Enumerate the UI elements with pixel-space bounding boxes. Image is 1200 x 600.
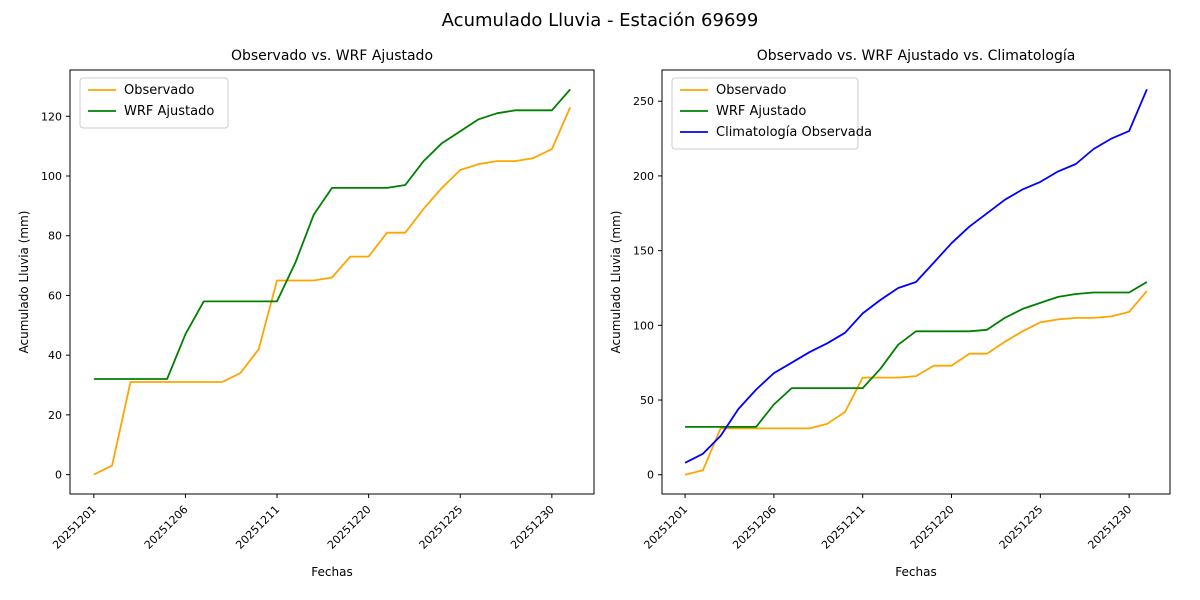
y-tick-label: 100 <box>41 170 62 183</box>
figure-suptitle: Acumulado Lluvia - Estación 69699 <box>441 10 759 31</box>
y-tick-label: 200 <box>633 170 654 183</box>
axes-frame <box>69 69 595 495</box>
y-tick-label: 120 <box>41 110 62 123</box>
y-tick-label: 80 <box>48 230 62 243</box>
x-tick-label: 20251206 <box>730 503 779 552</box>
x-axis-label: Fechas <box>311 565 352 579</box>
series-line-climatolog-a-observada <box>684 88 1148 464</box>
legend-label: Observado <box>124 83 195 98</box>
subplot-right: 0 50 100 150 200 250 20251201 20251206 20251211 2… <box>609 48 1171 579</box>
y-tick-label: 0 <box>647 469 654 482</box>
x-tick-label: 20251211 <box>233 503 282 552</box>
y-tick-label: 20 <box>48 409 62 422</box>
x-tick-label: 20251206 <box>142 503 191 552</box>
x-tick-label: 20251220 <box>908 503 957 552</box>
y-tick-label: 150 <box>633 245 654 258</box>
x-tick-label: 20251230 <box>1085 503 1134 552</box>
x-tick-label: 20251225 <box>417 503 466 552</box>
y-tick-label: 250 <box>633 95 654 108</box>
y-tick-label: 50 <box>640 394 654 407</box>
legend-box <box>671 77 859 150</box>
legend: Observado WRF Ajustado Climatología Observ… <box>671 77 872 150</box>
x-tick-label: 20251225 <box>997 503 1046 552</box>
legend-label: Observado <box>716 83 787 98</box>
y-tick-label: 100 <box>633 319 654 332</box>
subplot-title: Observado vs. WRF Ajustado <box>231 48 433 64</box>
y-axis-label: Acumulado Lluvia (mm) <box>17 211 31 354</box>
x-tick-label: 20251201 <box>641 503 690 552</box>
legend-label: WRF Ajustado <box>124 104 214 119</box>
x-tick-label: 20251211 <box>819 503 868 552</box>
y-tick-label: 40 <box>48 349 62 362</box>
subplot-left: 0 20 40 60 80 100 120 20251201 20251206 20251211 2… <box>17 48 595 579</box>
y-tick-label: 0 <box>55 469 62 482</box>
legend-label: Climatología Observada <box>716 125 872 140</box>
x-tick-label: 20251220 <box>325 503 374 552</box>
y-axis-label: Acumulado Lluvia (mm) <box>609 211 623 354</box>
series-line-observado <box>93 106 572 476</box>
legend: Observado WRF Ajustado <box>79 77 229 129</box>
y-tick-label: 60 <box>48 289 62 302</box>
axes-frame <box>661 69 1171 495</box>
x-tick-label: 20251201 <box>50 503 99 552</box>
x-axis-label: Fechas <box>895 565 936 579</box>
series-line-wrf-ajustado <box>93 88 571 380</box>
legend-box <box>79 77 229 129</box>
subplot-title: Observado vs. WRF Ajustado vs. Climatolo… <box>757 48 1076 64</box>
series-line-wrf-ajustado <box>685 281 1148 428</box>
legend-label: WRF Ajustado <box>716 104 806 119</box>
series-line-observado <box>684 290 1148 476</box>
x-tick-label: 20251230 <box>508 503 557 552</box>
